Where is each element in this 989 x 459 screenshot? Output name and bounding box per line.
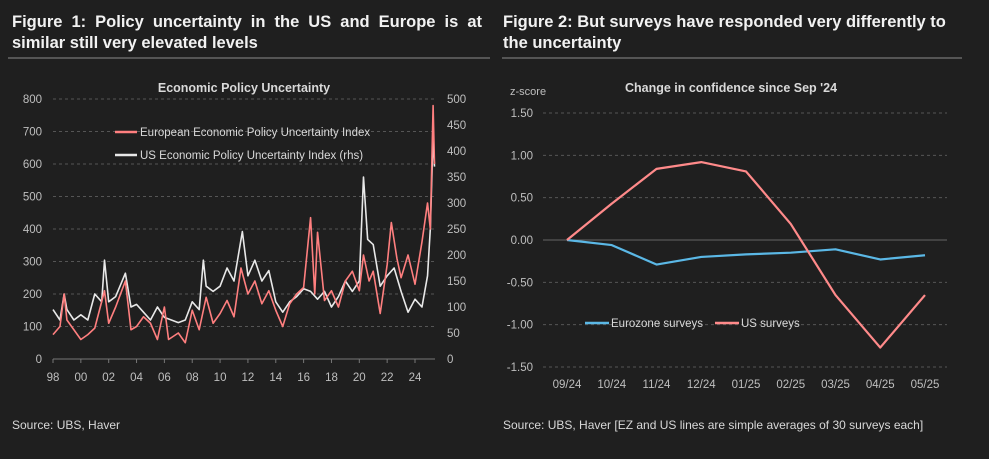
figure-2-source: Source: UBS, Haver [EZ and US lines are … [503, 418, 924, 432]
y-tick-label: -1.00 [507, 320, 533, 332]
eurozone-surveys-line [566, 238, 926, 266]
y-tick-label: 0 [36, 354, 42, 366]
y2-tick-label: 500 [447, 94, 466, 106]
x-tick-label: 12 [242, 372, 255, 384]
y2-tick-label: 100 [447, 302, 466, 314]
legend-label: Eurozone surveys [611, 318, 703, 330]
y2-tick-label: 150 [447, 276, 466, 288]
y-tick-label: 300 [23, 257, 42, 269]
y2-tick-label: 200 [447, 250, 466, 262]
x-tick-label: 11/24 [643, 379, 672, 391]
x-tick-label: 20 [353, 372, 366, 384]
x-tick-label: 00 [74, 372, 87, 384]
figure-2-divider [502, 57, 962, 59]
legend-label: US surveys [741, 318, 800, 330]
y-tick-label: 0.50 [511, 193, 533, 205]
x-tick-label: 24 [409, 372, 422, 384]
figure-1-divider [8, 57, 490, 59]
x-tick-label: 05/25 [911, 379, 940, 391]
x-tick-label: 02/25 [776, 379, 805, 391]
x-tick-label: 09/24 [553, 379, 582, 391]
y-axis-label: z-score [510, 86, 546, 98]
x-tick-label: 22 [381, 372, 394, 384]
y-tick-label: 700 [23, 127, 42, 139]
y2-tick-label: 400 [447, 146, 466, 158]
y-tick-label: 400 [23, 224, 42, 236]
chart-2-title: Change in confidence since Sep '24 [625, 81, 837, 95]
x-tick-label: 04 [130, 372, 143, 384]
y-tick-label: 1.50 [511, 108, 533, 120]
y-tick-label: -0.50 [507, 277, 533, 289]
y2-tick-label: 350 [447, 172, 466, 184]
x-tick-label: 06 [158, 372, 171, 384]
figure-2-title: Figure 2: But surveys have responded ver… [503, 13, 946, 52]
x-tick-label: 02 [102, 372, 115, 384]
us-epu-line [52, 134, 436, 324]
x-tick-label: 98 [47, 372, 60, 384]
y2-tick-label: 300 [447, 198, 466, 210]
figure-1-source: Source: UBS, Haver [12, 418, 121, 432]
figure-1-title: Figure 1: Policy uncertainty in the US a… [12, 13, 482, 52]
x-tick-label: 16 [297, 372, 310, 384]
legend-label: European Economic Policy Uncertainty Ind… [140, 127, 370, 139]
x-tick-label: 12/24 [687, 379, 716, 391]
y-tick-label: 1.00 [511, 150, 533, 162]
x-tick-label: 03/25 [821, 379, 850, 391]
x-tick-label: 08 [186, 372, 199, 384]
y2-tick-label: 50 [447, 328, 460, 340]
x-tick-label: 10/24 [597, 379, 626, 391]
y-tick-label: 100 [23, 322, 42, 334]
y-tick-label: 200 [23, 289, 42, 301]
y-tick-label: 800 [23, 94, 42, 106]
chart-1-title: Economic Policy Uncertainty [158, 81, 330, 95]
y-tick-label: 0.00 [511, 235, 533, 247]
y-tick-label: -1.50 [507, 362, 533, 374]
x-tick-label: 10 [214, 372, 227, 384]
x-tick-label: 18 [325, 372, 338, 384]
y2-tick-label: 250 [447, 224, 466, 236]
us-surveys-line [566, 161, 926, 349]
y-tick-label: 500 [23, 192, 42, 204]
y-tick-label: 600 [23, 159, 42, 171]
x-tick-label: 01/25 [732, 379, 761, 391]
x-tick-label: 04/25 [866, 379, 895, 391]
legend-label: US Economic Policy Uncertainty Index (rh… [140, 150, 363, 162]
y2-tick-label: 450 [447, 120, 466, 132]
europe-epu-line [52, 104, 436, 344]
x-tick-label: 14 [269, 372, 282, 384]
y2-tick-label: 0 [447, 354, 453, 366]
